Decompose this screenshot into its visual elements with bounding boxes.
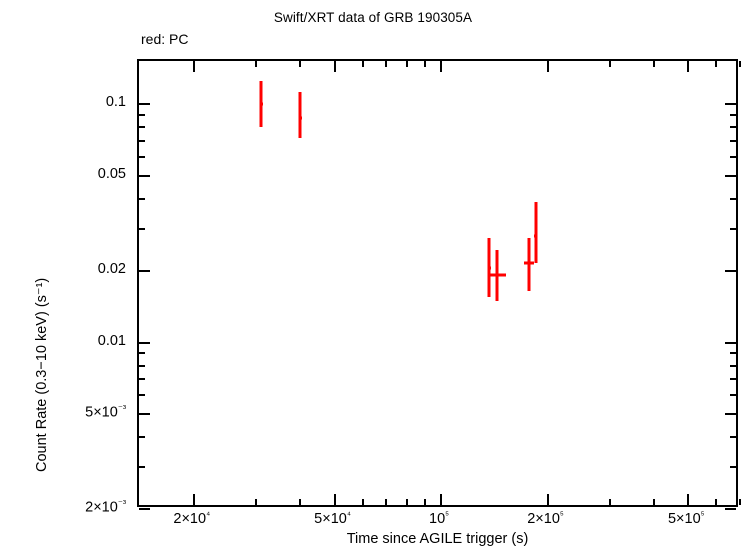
x-axis-tick xyxy=(739,499,741,505)
y-axis-tick-right xyxy=(730,466,736,469)
y-axis-tick-right xyxy=(730,227,736,230)
y-axis-tick-right xyxy=(730,156,736,159)
y-axis-tick xyxy=(139,140,145,143)
x-axis-tick-top xyxy=(440,61,443,72)
y-axis-tick xyxy=(139,227,145,230)
data-point-x-error-bar xyxy=(534,234,538,238)
x-axis-tick-top xyxy=(653,61,656,67)
data-point-x-error-bar xyxy=(488,273,507,277)
y-axis-tick-label: 0.05 xyxy=(97,166,126,183)
data-point-y-error-bar xyxy=(534,201,538,264)
y-axis-tick-label: 2×10⁻³ xyxy=(85,498,126,516)
x-axis-tick xyxy=(423,499,426,505)
x-axis-tick-top xyxy=(687,61,690,72)
y-axis-tick xyxy=(139,341,150,344)
y-axis-tick xyxy=(139,378,145,381)
x-axis-tick-top xyxy=(739,61,741,67)
y-axis-tick-right xyxy=(730,436,736,439)
y-axis-tick xyxy=(139,413,150,416)
y-axis-tick-right xyxy=(725,341,736,344)
y-axis-tick-right xyxy=(730,364,736,367)
y-axis-tick-right xyxy=(730,140,736,143)
y-axis-tick-right xyxy=(730,114,736,117)
data-layer xyxy=(139,61,740,509)
y-axis-tick xyxy=(139,175,150,178)
x-axis-tick xyxy=(715,499,718,505)
legend-pc-mode: red: PC xyxy=(141,31,189,47)
x-axis-tick-top xyxy=(192,61,195,72)
y-axis-tick-right xyxy=(730,198,736,201)
x-axis-tick xyxy=(385,499,388,505)
x-axis-tick-top xyxy=(255,61,258,67)
y-axis-tick-right xyxy=(730,126,736,129)
x-axis-tick xyxy=(361,499,364,505)
x-axis-tick-label: 5×10⁵ xyxy=(667,510,705,527)
y-axis-tick xyxy=(139,436,145,439)
x-axis-tick-label: 10⁵ xyxy=(429,510,450,527)
x-axis-tick-top xyxy=(608,61,611,67)
x-axis-tick-top xyxy=(546,61,549,72)
y-axis-tick-label: 0.02 xyxy=(97,260,126,277)
data-point-x-error-bar xyxy=(259,102,263,106)
y-axis-tick xyxy=(139,126,145,129)
y-axis-tick xyxy=(139,114,145,117)
y-axis-tick xyxy=(139,508,150,510)
x-axis-tick-label: 2×10⁴ xyxy=(173,510,211,527)
x-axis-tick xyxy=(333,494,336,505)
plot-frame xyxy=(137,59,741,510)
y-axis-tick xyxy=(139,103,150,106)
y-axis-tick-label: 0.1 xyxy=(105,94,126,111)
page-title: Swift/XRT data of GRB 190305A xyxy=(273,10,473,25)
y-axis-tick-right xyxy=(725,508,736,510)
x-axis-tick xyxy=(405,499,408,505)
y-axis-tick xyxy=(139,394,145,397)
x-axis-tick-top xyxy=(405,61,408,67)
data-point-x-error-bar xyxy=(298,116,302,120)
y-axis-tick xyxy=(139,198,145,201)
y-axis-tick-right xyxy=(725,175,736,178)
x-axis-tick-top xyxy=(385,61,388,67)
x-axis-tick xyxy=(687,494,690,505)
y-axis-tick-right xyxy=(730,394,736,397)
x-axis-tick xyxy=(608,499,611,505)
y-axis-tick xyxy=(139,364,145,367)
y-axis-tick-right xyxy=(725,269,736,272)
y-axis-tick-label: 0.01 xyxy=(97,332,126,349)
y-axis-tick xyxy=(139,156,145,159)
data-point-y-error-bar xyxy=(298,91,302,139)
y-axis-tick-right xyxy=(730,378,736,381)
y-axis-tick-right xyxy=(730,352,736,355)
y-axis-tick xyxy=(139,352,145,355)
x-axis-tick-top xyxy=(361,61,364,67)
data-point-x-error-bar xyxy=(524,261,534,265)
x-axis-tick xyxy=(546,494,549,505)
x-axis-tick-label: 5×10⁴ xyxy=(314,510,351,527)
y-axis-tick xyxy=(139,466,145,469)
x-axis-tick-top xyxy=(423,61,426,67)
x-axis-tick-top xyxy=(715,61,718,67)
x-axis-tick-top xyxy=(333,61,336,72)
x-axis-tick-top xyxy=(299,61,302,67)
y-axis-tick-right xyxy=(725,413,736,416)
x-axis-tick xyxy=(440,494,443,505)
x-axis-tick xyxy=(255,499,258,505)
x-axis-tick xyxy=(653,499,656,505)
x-axis-label: Time since AGILE trigger (s) xyxy=(346,531,529,547)
y-axis-tick-label: 5×10⁻³ xyxy=(85,403,126,421)
data-point-x-error-bar xyxy=(487,266,491,270)
y-axis-tick xyxy=(139,269,150,272)
x-axis-tick xyxy=(299,499,302,505)
x-axis-tick-label: 2×10⁵ xyxy=(527,510,564,527)
y-axis-tick-right xyxy=(725,103,736,106)
x-axis-tick xyxy=(192,494,195,505)
